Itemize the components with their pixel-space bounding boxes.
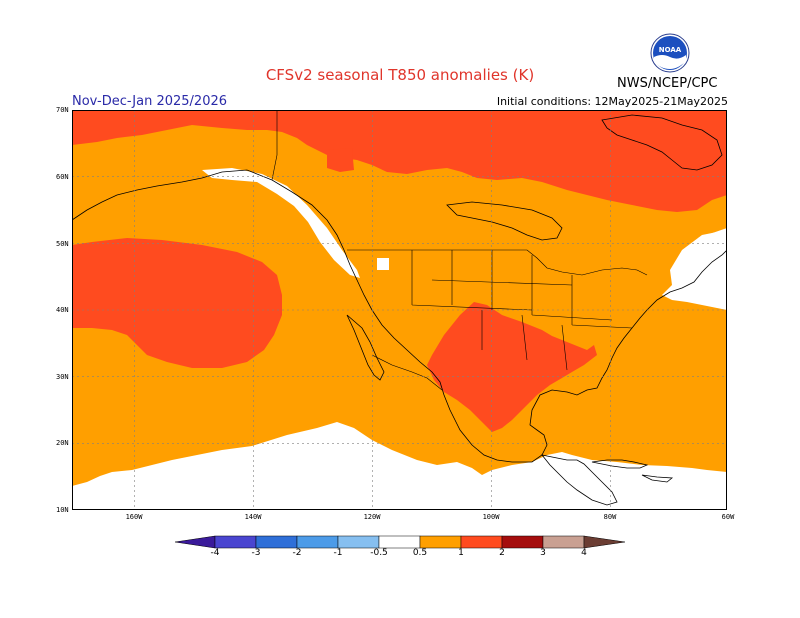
- warm-region-south-central-us: [427, 302, 597, 432]
- agency-label: NWS/NCEP/CPC: [617, 76, 718, 91]
- lat-label: 60N: [56, 173, 69, 181]
- warm-region-yukon: [327, 148, 354, 172]
- neutral-region-gulf-alaska: [202, 168, 360, 278]
- colorbar-cell: [542, 535, 585, 549]
- lat-label: 50N: [56, 240, 69, 248]
- noaa-logo-text: NOAA: [659, 46, 682, 54]
- forecast-period: Nov-Dec-Jan 2025/2026: [72, 94, 228, 109]
- colorbar-cell: [255, 535, 298, 549]
- anomaly-map: [72, 110, 727, 510]
- neutral-region-labrador: [698, 228, 727, 240]
- colorbar-cell: [214, 535, 257, 549]
- warm-region-canada-north: [247, 110, 727, 212]
- lon-label: 120W: [363, 513, 381, 521]
- lon-label: 80W: [603, 513, 617, 521]
- warm-region-north-pacific: [72, 238, 282, 368]
- lon-label: 160W: [125, 513, 143, 521]
- lat-label: 40N: [56, 306, 69, 314]
- initial-conditions: Initial conditions: 12May2025-21May2025: [496, 95, 728, 108]
- colorbar-label: -0.5: [370, 548, 388, 558]
- political-borders: [271, 110, 648, 391]
- colorbar-label: 0.5: [412, 548, 428, 558]
- colorbar-cell: [378, 535, 421, 549]
- colorbar-cell: [296, 535, 339, 549]
- warm-region-arctic-alaska: [72, 110, 247, 145]
- map-frame: [72, 110, 727, 510]
- colorbar-cell: [337, 535, 380, 549]
- lat-label: 20N: [56, 439, 69, 447]
- neutral-region-bc: [377, 258, 389, 270]
- graticule: [72, 110, 727, 510]
- lon-label: 100W: [482, 513, 500, 521]
- lon-label: 140W: [244, 513, 262, 521]
- neutral-region-atlantic: [662, 230, 727, 310]
- coastlines: [72, 114, 727, 506]
- neutral-region-pacific-south: [72, 422, 727, 510]
- colorbar-label: 2: [499, 548, 505, 558]
- lat-label: 10N: [56, 506, 69, 514]
- colorbar-label: 3: [540, 548, 546, 558]
- colorbar-label: 1: [458, 548, 464, 558]
- colorbar-cell: [460, 535, 503, 549]
- lon-label: 60W: [721, 513, 735, 521]
- colorbar-label: -3: [251, 548, 261, 558]
- lat-label: 70N: [56, 106, 69, 114]
- lat-label: 30N: [56, 373, 69, 381]
- colorbar-cell-below-4: [175, 535, 216, 549]
- colorbar-cell-above-4: [583, 535, 625, 549]
- colorbar-label: -4: [210, 548, 220, 558]
- colorbar-label: -1: [333, 548, 343, 558]
- noaa-logo: NOAA: [650, 33, 690, 73]
- colorbar-cell: [419, 535, 462, 549]
- colorbar-label: -2: [292, 548, 302, 558]
- colorbar: [175, 535, 625, 549]
- chart-title: CFSv2 seasonal T850 anomalies (K): [265, 66, 535, 84]
- colorbar-cell: [501, 535, 544, 549]
- colorbar-label: 4: [581, 548, 587, 558]
